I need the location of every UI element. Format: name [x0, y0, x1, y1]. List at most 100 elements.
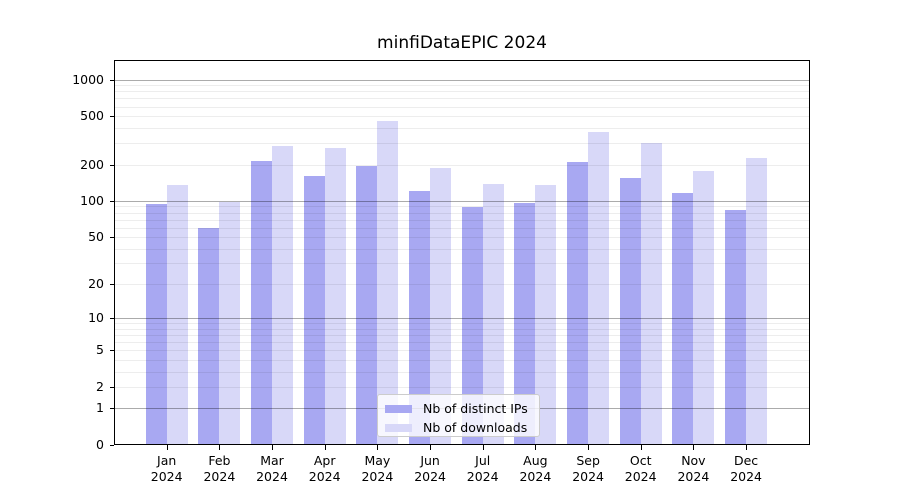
minor-gridline [114, 98, 810, 100]
minor-gridline [114, 85, 810, 87]
x-tick-jan [166, 445, 168, 450]
y-tick-10 [110, 318, 114, 320]
minor-gridline [114, 342, 810, 344]
legend-swatch-downloads [385, 423, 412, 432]
minor-gridline [114, 386, 810, 388]
bar-downloads-nov [693, 171, 715, 445]
x-tick-label-oct: Oct 2024 [624, 453, 657, 484]
x-tick-apr [324, 445, 326, 450]
y-tick-2 [110, 386, 114, 388]
bar-distinct-ips-jul [461, 207, 483, 445]
bar-distinct-ips-aug [514, 203, 536, 445]
minor-gridline [114, 127, 810, 129]
minor-gridline [114, 263, 810, 265]
minor-gridline [114, 143, 810, 145]
y-tick-1000 [110, 79, 114, 81]
y-tick-label-2: 2 [96, 378, 104, 394]
x-tick-label-mar: Mar 2024 [256, 453, 288, 484]
x-tick-label-dec: Dec 2024 [730, 453, 762, 484]
bar-distinct-ips-feb [198, 227, 220, 445]
bar-downloads-jun [430, 167, 452, 445]
bar-downloads-may [377, 121, 399, 445]
x-tick-may [377, 445, 379, 450]
y-tick-label-10: 10 [88, 310, 104, 326]
x-tick-label-apr: Apr 2024 [308, 453, 341, 484]
minor-gridline [114, 219, 810, 221]
minor-gridline [114, 283, 810, 285]
minor-gridline [114, 91, 810, 93]
bar-downloads-mar [272, 146, 293, 445]
x-tick-mar [272, 445, 273, 450]
x-tick-dec [746, 445, 748, 450]
chart-title: minfiDataEPIC 2024 [377, 33, 547, 53]
y-tick-label-100: 100 [80, 192, 104, 208]
x-tick-label-feb: Feb 2024 [203, 453, 236, 484]
bar-downloads-apr [324, 148, 346, 445]
minor-gridline [114, 371, 810, 373]
x-tick-label-nov: Nov 2024 [677, 453, 710, 484]
bar-downloads-feb [219, 201, 241, 445]
y-tick-label-5: 5 [96, 342, 104, 358]
x-tick-jul [482, 445, 484, 450]
x-tick-aug [535, 445, 537, 450]
y-tick-500 [110, 116, 114, 118]
x-tick-label-jun: Jun 2024 [414, 453, 446, 484]
x-tick-label-sep: Sep 2024 [572, 453, 604, 484]
minor-gridline [114, 248, 810, 250]
bar-downloads-jul [482, 184, 504, 445]
x-tick-nov [693, 445, 695, 450]
bar-distinct-ips-oct [619, 177, 641, 445]
bar-downloads-sep [588, 132, 610, 445]
bar-downloads-aug [535, 185, 557, 445]
bar-distinct-ips-may [356, 165, 378, 445]
y-tick-label-0: 0 [96, 437, 104, 452]
legend-swatch-distinct-ips [385, 404, 412, 413]
legend-entry-downloads: Nb of downloads [385, 418, 539, 437]
minor-gridline [114, 328, 810, 330]
x-tick-jun [430, 445, 432, 450]
bar-distinct-ips-dec [725, 210, 747, 445]
major-gridline [114, 318, 810, 320]
bar-distinct-ips-nov [672, 193, 694, 445]
y-tick-label-20: 20 [88, 275, 104, 291]
y-tick-5 [110, 350, 114, 352]
legend-label-distinct-ips: Nb of distinct IPs [423, 401, 528, 416]
legend: Nb of distinct IPs Nb of downloads [377, 394, 540, 437]
y-tick-label-500: 500 [80, 108, 104, 124]
x-tick-label-aug: Aug 2024 [519, 453, 552, 484]
y-tick-0 [110, 445, 114, 446]
minor-gridline [114, 323, 810, 325]
x-tick-sep [588, 445, 590, 450]
legend-entry-distinct-ips: Nb of distinct IPs [385, 399, 539, 418]
bar-distinct-ips-sep [567, 162, 589, 445]
bar-distinct-ips-jan [145, 203, 167, 445]
minor-gridline [114, 350, 810, 352]
minor-gridline [114, 106, 810, 108]
bar-downloads-oct [640, 142, 662, 445]
x-tick-label-jan: Jan 2024 [150, 453, 183, 484]
x-tick-oct [640, 445, 642, 450]
major-gridline [114, 200, 810, 202]
bar-distinct-ips-jun [409, 190, 431, 445]
y-tick-100 [110, 200, 114, 202]
minor-gridline [114, 335, 810, 336]
minor-gridline [114, 227, 810, 229]
minor-gridline [114, 212, 810, 214]
x-tick-label-may: May 2024 [361, 453, 394, 484]
bar-distinct-ips-mar [251, 161, 272, 445]
y-tick-1 [110, 408, 114, 410]
bar-downloads-jan [166, 184, 188, 445]
y-tick-200 [110, 164, 114, 166]
minor-gridline [114, 164, 810, 166]
legend-label-downloads: Nb of downloads [423, 420, 528, 435]
minor-gridline [114, 206, 810, 208]
minor-gridline [114, 359, 810, 361]
y-tick-label-1: 1 [96, 400, 104, 416]
x-tick-label-jul: Jul 2024 [466, 453, 499, 484]
major-gridline [114, 79, 810, 81]
y-tick-label-200: 200 [80, 156, 104, 172]
minor-gridline [114, 116, 810, 118]
x-tick-feb [219, 445, 221, 450]
y-tick-20 [110, 283, 114, 285]
minor-gridline [114, 237, 810, 238]
